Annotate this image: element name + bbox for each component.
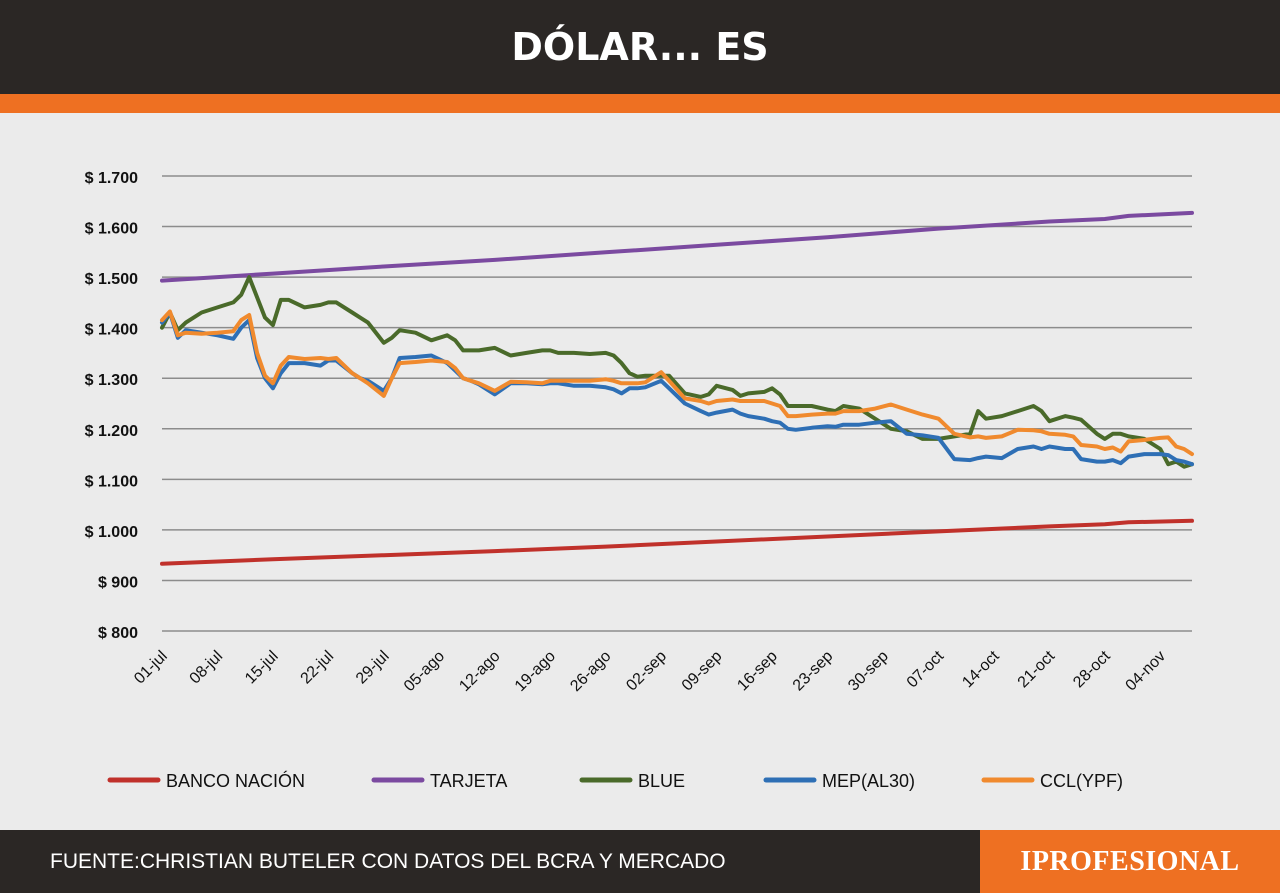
y-tick-label: $ 1.600 — [85, 221, 138, 238]
legend-label: TARJETA — [430, 771, 507, 791]
x-tick-label: 21-oct — [1015, 647, 1059, 691]
legend: BANCO NACIÓN TARJETA BLUE MEP(AL30) CCL(YPF) — [107, 770, 1123, 791]
x-tick-label: 14-oct — [959, 647, 1003, 691]
y-tick-label: $ 1.200 — [85, 423, 138, 440]
legend-label: BANCO NACIÓN — [166, 770, 305, 791]
gridlines — [162, 175, 1192, 632]
x-tick-label: 09-sep — [679, 648, 726, 695]
y-tick-label: $ 1.000 — [85, 524, 138, 541]
series-lines — [160, 210, 1194, 566]
y-axis-labels: $ 800 $ 900 $ 1.000 $ 1.100 $ 1.200 $ 1.300 $ … — [85, 170, 138, 642]
x-tick-label: 05-ago — [401, 648, 448, 695]
legend-label: CCL(YPF) — [1040, 771, 1123, 791]
y-tick-label: $ 1.400 — [85, 322, 138, 339]
x-tick-label: 19-ago — [512, 648, 559, 695]
x-tick-label: 08-jul — [187, 648, 227, 688]
x-tick-label: 26-ago — [567, 648, 614, 695]
x-tick-label: 04-nov — [1123, 648, 1170, 695]
legend-label: BLUE — [638, 771, 685, 791]
accent-bar — [0, 94, 1280, 113]
line-chart: $ 800 $ 900 $ 1.000 $ 1.100 $ 1.200 $ 1.300 $ … — [85, 170, 1194, 791]
x-tick-label: 01-jul — [131, 648, 171, 688]
footer-bar: FUENTE:CHRISTIAN BUTELER CON DATOS DEL B… — [0, 830, 1280, 893]
x-tick-label: 30-sep — [845, 648, 892, 695]
chart-title: DÓLAR... ES — [511, 25, 769, 69]
x-tick-label: 16-sep — [734, 648, 781, 695]
x-tick-label: 15-jul — [242, 648, 282, 688]
y-tick-label: $ 800 — [98, 625, 138, 642]
series-line — [160, 275, 1194, 469]
series-line — [160, 309, 1194, 457]
x-tick-label: 12-ago — [456, 648, 503, 695]
y-tick-label: $ 1.700 — [85, 170, 138, 187]
x-axis-labels: 01-jul 08-jul 15-jul 22-jul 29-jul 05-ago 12-a… — [131, 647, 1169, 695]
y-tick-label: $ 1.100 — [85, 473, 138, 490]
x-tick-label: 23-sep — [790, 648, 837, 695]
source-credit: FUENTE:CHRISTIAN BUTELER CON DATOS DEL B… — [50, 850, 726, 873]
y-tick-label: $ 1.300 — [85, 372, 138, 389]
series-line — [160, 518, 1194, 566]
x-tick-label: 07-oct — [904, 647, 948, 691]
y-tick-label: $ 900 — [98, 574, 138, 591]
y-tick-label: $ 1.500 — [85, 271, 138, 288]
x-tick-label: 02-sep — [623, 648, 670, 695]
series-line — [160, 210, 1194, 283]
brand-logo: IPROFESIONAL — [1020, 845, 1240, 877]
chart-area: $ 800 $ 900 $ 1.000 $ 1.100 $ 1.200 $ 1.300 $ … — [0, 113, 1280, 830]
logo-box: IPROFESIONAL — [980, 830, 1280, 893]
legend-label: MEP(AL30) — [822, 771, 915, 791]
series-line — [160, 310, 1194, 467]
x-tick-label: 28-oct — [1070, 647, 1114, 691]
header-bar: DÓLAR... ES — [0, 0, 1280, 94]
x-tick-label: 29-jul — [353, 648, 393, 688]
x-tick-label: 22-jul — [298, 648, 338, 688]
